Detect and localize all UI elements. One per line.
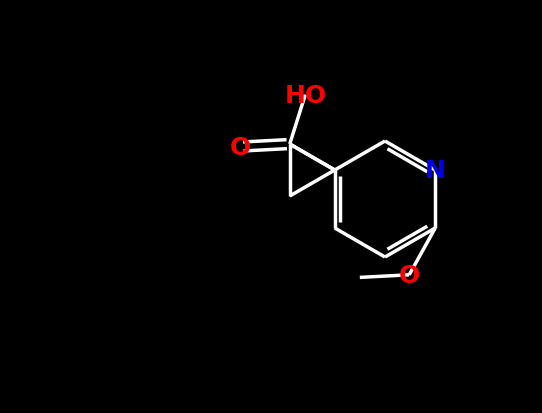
Text: HO: HO <box>284 83 326 107</box>
Text: N: N <box>425 159 446 183</box>
Text: O: O <box>398 263 420 287</box>
Text: O: O <box>230 135 251 159</box>
